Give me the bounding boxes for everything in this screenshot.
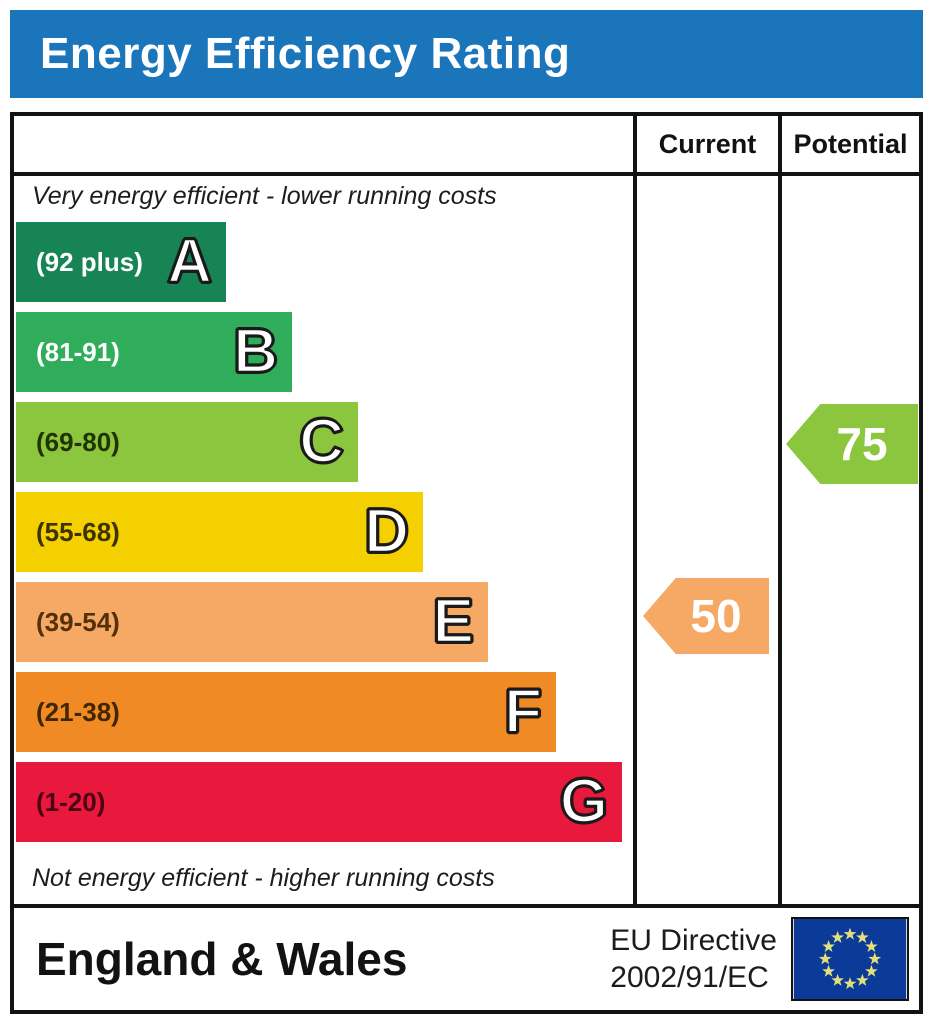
band-f-range: (21-38) [36,696,120,727]
title-bar: Energy Efficiency Rating [10,10,923,98]
band-c-letter: C [298,406,345,478]
potential-rating-value: 75 [836,418,888,470]
eu-flag-icon [791,917,909,1001]
band-a-range: (92 plus) [36,246,143,277]
band-c-bar: (69-80) C [16,402,358,482]
band-b-range: (81-91) [36,336,120,367]
band-f-letter: F [503,676,543,748]
region-label: England & Wales [36,933,408,985]
footer-row: England & Wales EU Directive 2002/91/EC [14,908,919,1010]
band-e-letter: E [431,586,475,658]
eu-directive-label: EU Directive 2002/91/EC [610,922,777,997]
band-b-letter: B [232,316,279,388]
eu-directive-line2: 2002/91/EC [610,961,769,994]
footer-divider [14,904,919,908]
band-a-letter: A [166,226,213,298]
potential-column-header: Potential [793,128,908,159]
eu-directive-line1: EU Directive [610,923,777,957]
band-g-range: (1-20) [36,786,106,817]
bottom-note: Not energy efficient - higher running co… [32,864,495,892]
band-a-bar: (92 plus) A [16,222,226,302]
band-d-bar: (55-68) D [16,492,423,572]
band-d-letter: D [363,496,410,568]
header-divider [14,172,919,176]
band-c-range: (69-80) [36,426,120,457]
current-rating-value: 50 [690,590,742,642]
page-title: Energy Efficiency Rating [40,29,571,78]
potential-rating-arrow: 75 [786,404,918,484]
band-e-range: (39-54) [36,606,120,637]
band-d-range: (55-68) [36,516,120,547]
rating-table: Current Potential Very energy efficient … [10,112,923,1014]
column-divider [633,116,637,908]
top-note: Very energy efficient - lower running co… [32,182,497,210]
band-f-bar: (21-38) F [16,672,556,752]
band-e-bar: (39-54) E [16,582,488,662]
band-b-bar: (81-91) B [16,312,292,392]
current-rating-arrow: 50 [643,578,769,654]
band-g-bar: (1-20) G [16,762,622,842]
column-divider [778,116,782,908]
current-column-header: Current [658,128,757,159]
band-g-letter: G [559,766,610,838]
